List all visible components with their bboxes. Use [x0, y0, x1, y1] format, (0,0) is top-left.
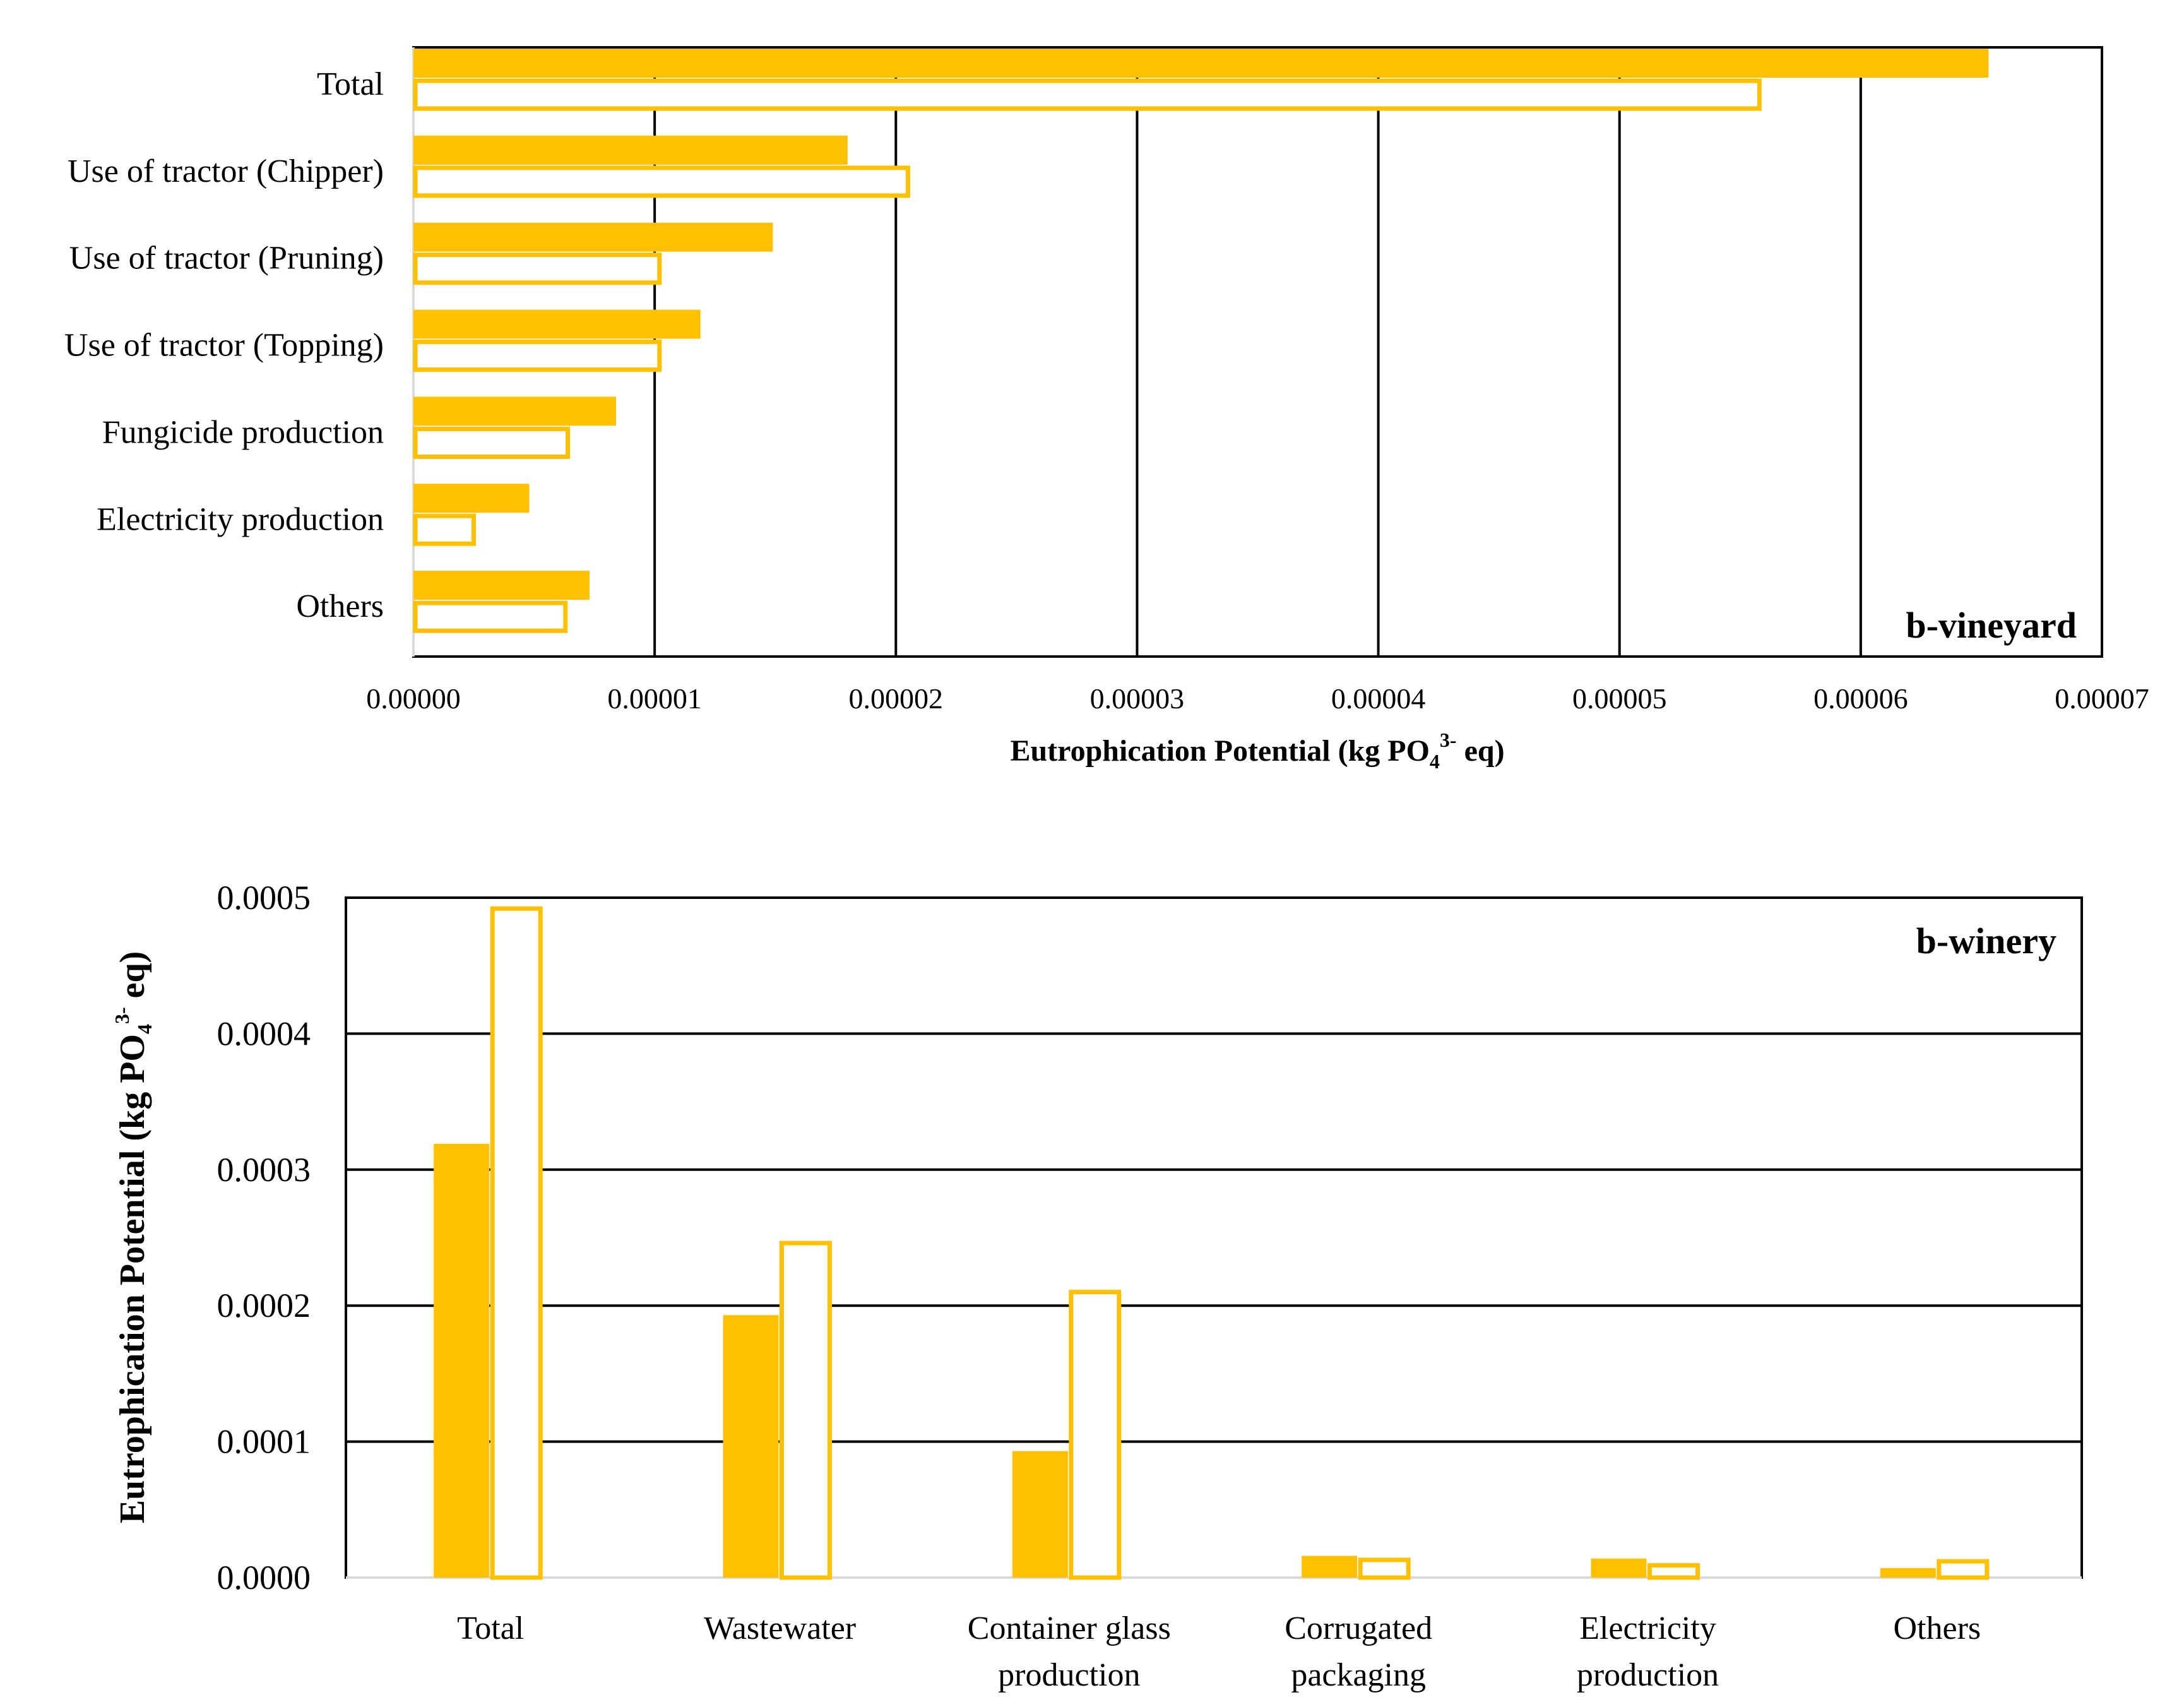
vineyard-x-axis-title: Eutrophication Potential (kg PO43- eq): [1010, 729, 1504, 773]
vineyard-panel-label: b-vineyard: [1906, 605, 2077, 646]
winery-bar-outline-others: [1937, 1559, 1990, 1580]
winery-bar-outline-wastewater: [780, 1240, 832, 1580]
winery-bar-filled-total: [434, 1143, 490, 1578]
vineyard-bars: [413, 49, 1989, 633]
winery-bar-outline-total: [490, 906, 543, 1580]
vineyard-bar-outline-total: [413, 78, 1762, 111]
vineyard-bar-filled-others: [413, 571, 590, 600]
vineyard-category-label: Use of tractor (Chipper): [68, 153, 384, 189]
vineyard-bar-outline-fungicide-production: [413, 426, 571, 459]
winery-bar-filled-electricity-production: [1591, 1558, 1647, 1578]
winery-bar-filled-container-glass-production: [1012, 1451, 1068, 1578]
vineyard-bar-filled-use-of-tractor-chipper: [413, 135, 848, 165]
vineyard-category-label: Fungicide production: [102, 414, 384, 450]
vineyard-category-labels: Total Use of tractor (Chipper) Use of trac…: [64, 66, 384, 624]
winery-panel-label: b-winery: [1916, 920, 2056, 961]
winery-y-tick-label: 0.0002: [217, 1287, 311, 1324]
winery-category-label: packaging: [1291, 1657, 1426, 1693]
winery-y-axis-title-sup: 3-: [110, 1007, 133, 1024]
vineyard-x-tick-label: 0.00006: [1813, 682, 1908, 715]
vineyard-x-tick-label: 0.00007: [2055, 682, 2149, 715]
winery-y-tick-label: 0.0001: [217, 1423, 311, 1461]
vineyard-x-tick-label: 0.00003: [1090, 682, 1185, 715]
winery-category-label: production: [1577, 1657, 1719, 1693]
winery-y-axis-title-tail: eq): [113, 951, 152, 1008]
winery-category-label: Total: [457, 1610, 524, 1646]
winery-category-label: Container glass: [968, 1610, 1171, 1646]
winery-bar-outline-electricity-production: [1647, 1563, 1700, 1580]
vineyard-bar-outline-use-of-tractor-topping: [413, 340, 662, 372]
vineyard-x-axis-title-sup: 3-: [1440, 729, 1457, 751]
winery-y-axis-title: Eutrophication Potential (kg PO43- eq): [110, 951, 156, 1524]
winery-y-tick-label: 0.0004: [217, 1014, 311, 1052]
vineyard-x-tick-label: 0.00005: [1572, 682, 1667, 715]
vineyard-gridlines: [412, 47, 1862, 657]
vineyard-x-axis-title-sub: 4: [1430, 750, 1440, 773]
vineyard-x-tick-label: 0.00004: [1331, 682, 1426, 715]
vineyard-bar-outline-electricity-production: [413, 513, 477, 546]
vineyard-bar-filled-total: [413, 49, 1989, 78]
vineyard-category-label: Total: [317, 66, 384, 102]
winery-category-label: Electricity: [1579, 1610, 1716, 1646]
winery-category-label: Others: [1894, 1610, 1981, 1646]
winery-category-label: Wastewater: [704, 1610, 856, 1646]
winery-bar-filled-wastewater: [723, 1315, 779, 1578]
vineyard-bar-filled-use-of-tractor-topping: [413, 309, 701, 339]
winery-bar-filled-others: [1880, 1567, 1936, 1578]
vineyard-bar-filled-electricity-production: [413, 484, 530, 513]
winery-tick-labels: 0.0000 0.0001 0.0002 0.0003 0.0004 0.0005: [217, 879, 311, 1597]
vineyard-chart: Total Use of tractor (Chipper) Use of trac…: [64, 46, 2149, 773]
winery-y-tick-label: 0.0005: [217, 879, 311, 917]
vineyard-bar-filled-fungicide-production: [413, 396, 616, 426]
vineyard-category-label: Use of tractor (Pruning): [69, 241, 384, 277]
vineyard-bar-outline-use-of-tractor-pruning: [413, 253, 662, 285]
vineyard-x-tick-label: 0.00002: [849, 682, 944, 715]
winery-bar-filled-corrugated-packaging: [1302, 1555, 1358, 1578]
winery-gridlines: [346, 1032, 2082, 1579]
winery-y-axis-title-sub: 4: [133, 1024, 156, 1034]
winery-bar-outline-container-glass-production: [1069, 1290, 1122, 1580]
vineyard-category-label: Others: [296, 588, 384, 624]
vineyard-x-tick-label: 0.00000: [366, 682, 461, 715]
vineyard-bar-filled-use-of-tractor-pruning: [413, 222, 773, 252]
winery-bars: [434, 906, 1990, 1580]
vineyard-bar-outline-others: [413, 600, 568, 633]
vineyard-x-tick-label: 0.00001: [607, 682, 702, 715]
vineyard-tick-labels: 0.00000 0.00001 0.00002 0.00003 0.00004 0.000…: [366, 682, 2149, 715]
winery-plot-frame: [345, 896, 2083, 1579]
winery-y-tick-label: 0.0003: [217, 1151, 311, 1189]
vineyard-category-label: Electricity production: [97, 501, 384, 537]
winery-category-label: production: [998, 1657, 1140, 1693]
winery-chart: Total Wastewater Container glass production…: [110, 879, 2083, 1693]
vineyard-bar-outline-use-of-tractor-chipper: [413, 165, 910, 198]
winery-y-tick-label: 0.0000: [217, 1559, 311, 1597]
vineyard-category-label: Use of tractor (Topping): [64, 328, 384, 364]
winery-y-axis-title-main: Eutrophication Potential (kg PO: [113, 1034, 152, 1523]
winery-category-label: Corrugated: [1285, 1610, 1432, 1646]
winery-category-labels: Total Wastewater Container glass production…: [457, 1610, 1981, 1693]
vineyard-x-axis-title-main: Eutrophication Potential (kg PO: [1010, 734, 1429, 768]
winery-bar-outline-corrugated-packaging: [1358, 1557, 1411, 1580]
vineyard-x-axis-title-tail: eq): [1457, 734, 1505, 768]
